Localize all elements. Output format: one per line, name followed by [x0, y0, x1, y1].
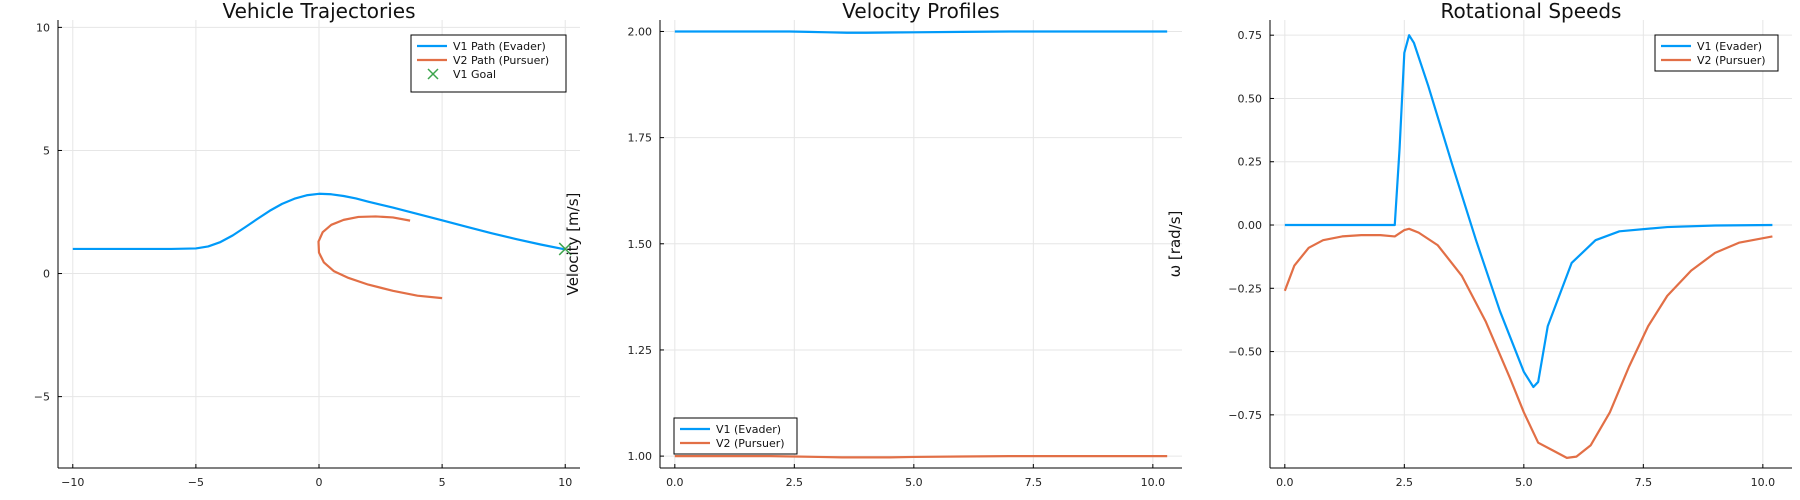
y-tick-label: 0.75	[1238, 29, 1263, 42]
y-tick-label: 0	[43, 268, 50, 281]
legend-label: V1 Goal	[453, 68, 496, 81]
trajectory-subplot: −10 −5 0 5 10 −5 0 5 10 Vehicle Trajectories V1 …	[34, 0, 580, 489]
x-tick-label: 5.0	[905, 476, 923, 489]
legend-label: V2 Path (Pursuer)	[453, 54, 549, 67]
series-line	[317, 215, 443, 300]
legend-box	[673, 417, 798, 455]
x-tick-label: 7.5	[1635, 476, 1653, 489]
x-tick-label: 0.0	[1276, 476, 1294, 489]
x-tick-label: 2.5	[786, 476, 804, 489]
velocity-title: Velocity Profiles	[842, 0, 999, 23]
legend-label: V1 Path (Evader)	[453, 40, 546, 53]
series-line	[1284, 34, 1773, 389]
legend-label: V1 (Evader)	[1697, 40, 1762, 53]
y-tick-label: 2.00	[628, 25, 653, 38]
x-tick-label: 7.5	[1025, 476, 1043, 489]
y-tick-label: −5	[34, 391, 50, 404]
x-tick-label: 10.0	[1751, 476, 1776, 489]
y-tick-label: 1.50	[628, 238, 653, 251]
x-tick-label: 5	[439, 476, 446, 489]
rotational-ylabel: ω [rad/s]	[1166, 211, 1184, 278]
y-tick-label: 0.50	[1238, 92, 1263, 105]
series-line	[674, 455, 1168, 459]
legend-box	[410, 34, 567, 93]
legend-label: V2 (Pursuer)	[1697, 54, 1766, 67]
x-tick-label: 10	[558, 476, 572, 489]
velocity-subplot: 0.0 2.5 5.0 7.5 10.0 1.00 1.25 1.50 1.75 2.00 Vel…	[564, 0, 1182, 489]
rotational-subplot: 0.0 2.5 5.0 7.5 10.0 −0.75 −0.50 −0.25 0.00 0.25 0…	[1166, 0, 1792, 489]
legend-box	[1654, 34, 1779, 72]
series-line	[1283, 227, 1773, 459]
trajectory-title: Vehicle Trajectories	[222, 0, 415, 23]
y-tick-label: 5	[43, 144, 50, 157]
x-tick-label: 10.0	[1141, 476, 1166, 489]
series-line	[72, 192, 566, 251]
x-tick-label: 2.5	[1396, 476, 1414, 489]
y-tick-label: 10	[36, 21, 50, 34]
x-tick-label: −10	[61, 476, 84, 489]
y-tick-label: 1.25	[628, 344, 653, 357]
legend-label: V2 (Pursuer)	[716, 437, 785, 450]
x-tick-label: 5.0	[1515, 476, 1533, 489]
y-tick-label: −0.25	[1228, 282, 1262, 295]
legend-marker	[427, 68, 439, 80]
y-tick-label: 1.75	[628, 132, 653, 145]
goal-marker	[558, 242, 572, 256]
x-tick-label: 0.0	[666, 476, 684, 489]
y-tick-label: 0.25	[1238, 156, 1263, 169]
rotational-title: Rotational Speeds	[1441, 0, 1622, 23]
y-tick-label: 0.00	[1238, 219, 1263, 232]
y-tick-label: −0.50	[1228, 346, 1262, 359]
y-tick-label: 1.00	[628, 450, 653, 463]
x-tick-label: −5	[188, 476, 204, 489]
series-line	[674, 30, 1168, 34]
x-tick-label: 0	[316, 476, 323, 489]
legend-label: V1 (Evader)	[716, 423, 781, 436]
y-tick-label: −0.75	[1228, 409, 1262, 422]
velocity-ylabel: Velocity [m/s]	[564, 193, 582, 296]
